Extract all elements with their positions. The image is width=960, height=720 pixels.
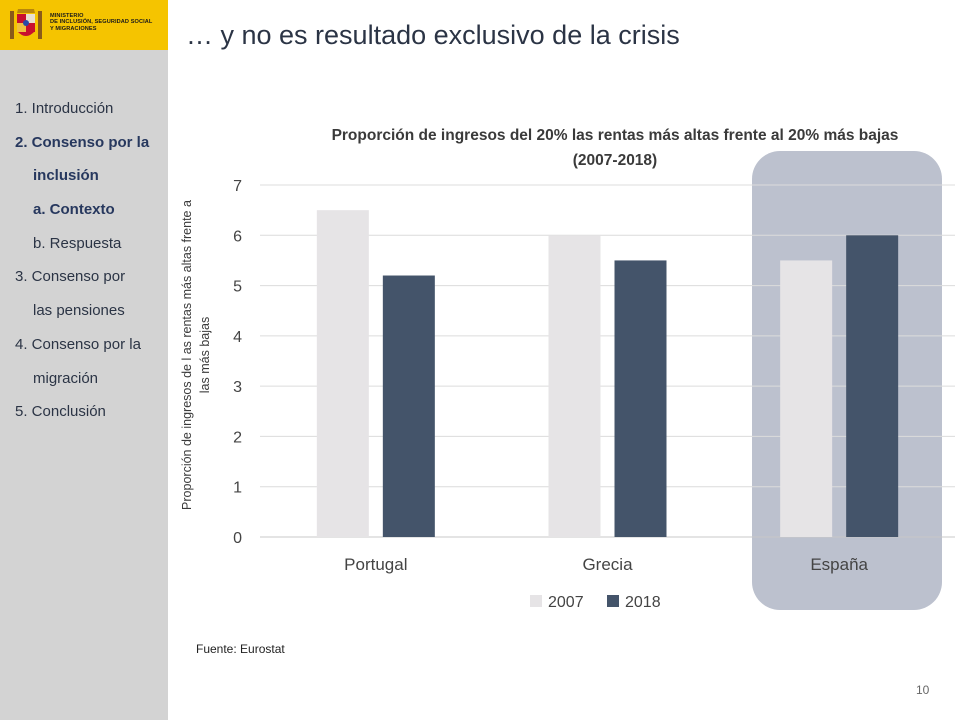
y-axis-label: Proporción de ingresos de l as rentas má… — [180, 200, 194, 510]
y-tick-label: 6 — [233, 228, 242, 245]
y-tick-label: 7 — [233, 178, 242, 195]
sidebar-item[interactable]: 5. Conclusión — [15, 403, 106, 421]
y-tick-label: 0 — [233, 530, 242, 547]
page-number: 10 — [916, 683, 930, 697]
y-tick-label: 2 — [233, 429, 242, 446]
y-tick-label: 4 — [233, 329, 242, 346]
sidebar-item[interactable]: 4. Consenso por la — [15, 335, 141, 353]
sidebar-item[interactable]: b. Respuesta — [33, 234, 122, 252]
chart-title: (2007-2018) — [573, 152, 657, 169]
y-tick-label: 1 — [233, 480, 242, 497]
ministry-name: MINISTERIO DE INCLUSIÓN, SEGURIDAD SOCIA… — [50, 13, 152, 32]
sidebar — [0, 50, 168, 720]
legend-swatch-2007 — [530, 595, 542, 607]
ministry-line: MINISTERIO — [50, 13, 84, 19]
y-tick-label: 5 — [233, 279, 242, 296]
sidebar-item[interactable]: las pensiones — [33, 302, 125, 320]
legend-swatch-2018 — [607, 595, 619, 607]
ministry-line: DE INCLUSIÓN, SEGURIDAD SOCIAL — [50, 19, 153, 26]
sidebar-nav: 1. Introducción 2. Consenso por la inclusi… — [0, 92, 168, 429]
sidebar-item[interactable]: 1. Introducción — [15, 100, 114, 117]
ministry-line: Y MIGRACIONES — [50, 25, 97, 32]
bar-2018-españa — [846, 235, 899, 538]
bar-2007-españa — [780, 260, 833, 537]
y-axis-label: las más bajas — [198, 317, 212, 393]
coat-of-arms-icon — [10, 9, 42, 39]
sidebar-item[interactable]: inclusión — [33, 167, 99, 185]
y-tick-label: 3 — [233, 379, 242, 396]
bar-2018-portugal — [382, 275, 435, 537]
chart-title: Proporción de ingresos del 20% las renta… — [332, 127, 899, 144]
sidebar-item[interactable]: 3. Consenso por — [15, 268, 126, 286]
legend-label: 2018 — [625, 594, 661, 611]
sidebar-item[interactable]: 2. Consenso por la — [15, 133, 150, 151]
x-tick-label: España — [810, 555, 868, 574]
x-tick-label: Grecia — [582, 555, 633, 574]
legend-label: 2007 — [548, 594, 584, 611]
page-title: … y no es resultado exclusivo de la cris… — [186, 20, 680, 50]
ministry-logo-bar: MINISTERIO DE INCLUSIÓN, SEGURIDAD SOCIA… — [0, 0, 168, 50]
sidebar-item[interactable]: migración — [33, 369, 99, 387]
sidebar-item[interactable]: a. Contexto — [33, 201, 115, 219]
source-note: Fuente: Eurostat — [196, 642, 285, 656]
bar-2007-grecia — [548, 235, 601, 538]
bar-2007-portugal — [316, 210, 369, 537]
bar-2018-grecia — [614, 260, 667, 537]
x-tick-label: Portugal — [344, 555, 407, 574]
